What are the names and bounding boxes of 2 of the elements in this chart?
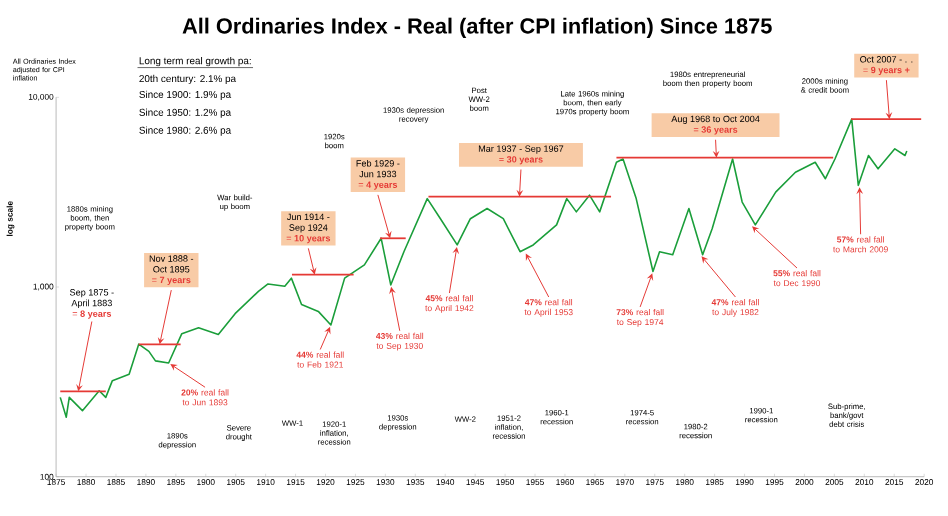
chart-title: All Ordinaries Index - Real (after CPI inflation) Since 1875 <box>182 17 772 38</box>
line-series <box>59 118 908 418</box>
